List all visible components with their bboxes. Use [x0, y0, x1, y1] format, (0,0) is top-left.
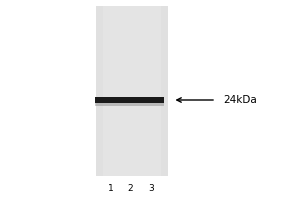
Bar: [94, 97, 164, 103]
Bar: [96, 6, 168, 176]
Text: 24kDa: 24kDa: [224, 95, 257, 105]
Bar: [94, 103, 164, 106]
Text: 2: 2: [128, 184, 133, 193]
Text: 1: 1: [108, 184, 114, 193]
Bar: [103, 6, 161, 176]
Text: 3: 3: [148, 184, 154, 193]
